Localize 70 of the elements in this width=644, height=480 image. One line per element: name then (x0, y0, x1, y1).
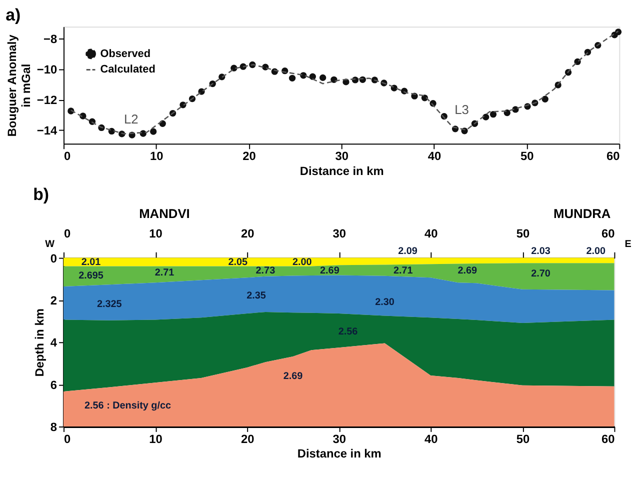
x-tick-label: 10 (149, 432, 163, 446)
x-tick-label: 40 (424, 432, 438, 446)
x2-tick-label: 0 (64, 226, 72, 240)
x-tick-label: 40 (428, 149, 442, 164)
y-tick-label: −10 (36, 62, 58, 77)
x-tick-label: 20 (242, 149, 256, 164)
x2-tick-label: 40 (424, 226, 438, 240)
legend-label: Observed (100, 48, 151, 60)
y-tick-label: 2 (50, 293, 58, 308)
annotation: L3 (454, 102, 469, 118)
annotation: 2.71 (154, 268, 175, 279)
annotation: 2.00 (292, 256, 312, 268)
point (288, 74, 296, 82)
annotation: 2.69 (320, 265, 340, 276)
annotation: 2.69 (283, 370, 304, 382)
point (309, 73, 316, 80)
x-axis-title: Distance in km (300, 164, 384, 178)
annotation: 2.73 (256, 265, 276, 276)
chart-title: b) (33, 185, 49, 204)
annotation: 2.35 (246, 290, 266, 302)
annotation: 2.01 (81, 256, 102, 268)
text: MANDVI (139, 206, 190, 222)
text: MUNDRA (553, 206, 611, 222)
point (504, 109, 510, 116)
annotation: 2.56 (338, 326, 358, 338)
annotation: 2.30 (375, 297, 395, 308)
text: 2.00 (586, 246, 606, 257)
text: E (624, 238, 632, 250)
y-axis-title: Depth in km (32, 308, 46, 377)
x-tick-label: 60 (601, 432, 616, 446)
y-tick-label: 4 (50, 336, 58, 350)
x2-tick-label: 60 (601, 226, 616, 240)
legend-label: Calculated (100, 64, 156, 76)
text: 2.03 (531, 246, 551, 257)
x-tick-label: 30 (332, 432, 346, 446)
x-tick-label: 0 (64, 432, 72, 446)
point (490, 111, 497, 118)
x-axis-title: Distance in km (297, 446, 382, 461)
y-tick-label: −12 (36, 93, 58, 108)
point (320, 74, 326, 82)
annotation: 2.69 (458, 265, 478, 276)
x2-tick-label: 20 (240, 226, 255, 240)
x-tick-label: 50 (520, 149, 534, 164)
annotation: 2.56 : Density g/cc (84, 400, 172, 412)
y-tick-label: 6 (50, 378, 58, 392)
annotation: 2.695 (78, 270, 104, 282)
annotation: 2.70 (531, 268, 551, 280)
y-tick-label: 0 (50, 251, 58, 266)
y-tick-label: −8 (43, 32, 58, 46)
x2-tick-label: 10 (149, 226, 163, 240)
annotation: 2.05 (228, 256, 248, 268)
x-tick-label: 50 (516, 432, 530, 446)
x-tick-label: 30 (335, 149, 349, 164)
x-tick-label: 20 (240, 432, 255, 446)
y-axis-title: Bouguer Anomaly in mGal (5, 34, 33, 137)
x-tick-label: 60 (606, 149, 620, 164)
annotation: 2.325 (97, 299, 122, 310)
y-tick-label: −14 (36, 123, 58, 138)
x-tick-label: 0 (64, 149, 72, 164)
x-tick-label: 10 (150, 149, 164, 164)
text: W (45, 238, 56, 250)
chart-title: a) (6, 6, 21, 25)
annotation: L2 (124, 111, 138, 126)
y-tick-label: 8 (50, 420, 58, 434)
point (150, 128, 157, 135)
point (542, 96, 548, 102)
annotation: 2.71 (393, 265, 414, 276)
x2-tick-label: 30 (332, 226, 346, 240)
text: 2.09 (398, 246, 418, 257)
x2-tick-label: 50 (516, 226, 530, 240)
